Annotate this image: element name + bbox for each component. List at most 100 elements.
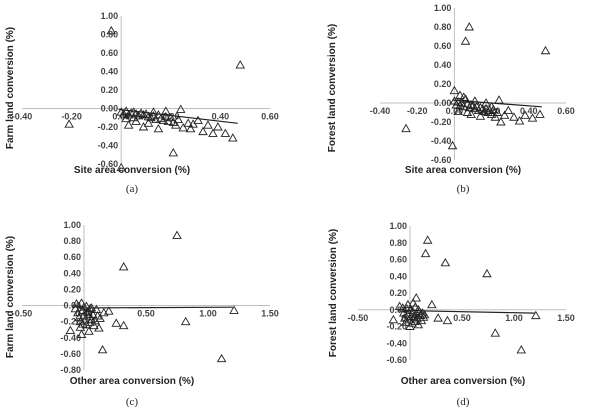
data-point xyxy=(220,128,231,137)
data-point xyxy=(116,162,126,172)
data-point xyxy=(76,329,87,339)
data-point xyxy=(138,110,149,119)
y-tick-label: 0.20 xyxy=(101,85,119,95)
x-tick-label: 0.00 xyxy=(112,112,130,122)
data-point xyxy=(413,304,424,314)
data-point xyxy=(185,123,196,133)
y-tick-label: -0.60 xyxy=(98,159,119,169)
y-axis-title: Forest land conversion (%) xyxy=(328,229,339,357)
data-point xyxy=(77,319,88,328)
x-tick-label: 0.50 xyxy=(453,313,471,323)
scatter-panel-3: -0.50 0.00 0.50 1.00 1.50 1.00 0.80 0.60 0.40 0.2… xyxy=(5,220,279,408)
data-point xyxy=(148,107,159,116)
data-point xyxy=(118,261,129,271)
data-point xyxy=(235,60,246,69)
data-point xyxy=(482,268,492,278)
data-point xyxy=(410,302,420,311)
y-tick-label: 1.00 xyxy=(101,11,119,21)
data-point xyxy=(166,112,176,122)
data-point xyxy=(490,328,501,337)
y-tick-label: 0.20 xyxy=(63,284,81,294)
trend-line xyxy=(77,306,233,309)
x-tick-label: 0.20 xyxy=(162,112,180,122)
data-point xyxy=(499,110,510,119)
data-point xyxy=(170,120,181,129)
y-tick-label: -0.40 xyxy=(60,333,81,343)
data-point xyxy=(208,128,218,137)
data-point xyxy=(401,123,411,133)
data-point xyxy=(64,119,74,128)
data-point xyxy=(458,92,469,101)
data-point xyxy=(403,299,413,309)
y-tick-label: 0.80 xyxy=(101,30,119,40)
y-tick-label: -0.60 xyxy=(60,349,81,359)
y-tick-label: -0.60 xyxy=(431,155,452,165)
x-tick-label: 0.60 xyxy=(557,106,575,116)
data-point xyxy=(146,112,156,122)
scatter-panel-4: -0.50 0.00 0.50 1.00 1.501.000.800.600.400.2… xyxy=(328,221,575,408)
y-tick-label: -0.40 xyxy=(98,141,119,151)
x-tick-label: 1.00 xyxy=(199,309,217,319)
data-point xyxy=(198,126,208,136)
data-point xyxy=(161,106,171,115)
data-point xyxy=(153,123,164,133)
data-point xyxy=(388,314,399,324)
data-point xyxy=(95,313,105,322)
data-point xyxy=(496,117,506,126)
y-tick-label: 0.40 xyxy=(63,268,81,278)
data-point xyxy=(475,111,486,120)
data-point xyxy=(118,109,129,118)
data-point xyxy=(514,116,525,125)
data-point xyxy=(97,344,108,354)
data-point xyxy=(481,98,491,107)
data-point xyxy=(516,345,527,354)
x-tick-label: 1.00 xyxy=(505,313,523,323)
y-tick-label: 0.00 xyxy=(434,98,452,108)
data-point xyxy=(535,109,545,118)
data-point xyxy=(442,315,453,325)
data-point xyxy=(193,115,203,124)
data-point xyxy=(420,248,431,258)
y-tick-label: 1.00 xyxy=(389,221,407,231)
y-tick-label: 0.60 xyxy=(389,255,407,265)
y-tick-label: 0.80 xyxy=(389,238,407,248)
data-point xyxy=(410,316,420,325)
data-point xyxy=(503,105,514,115)
data-point xyxy=(94,323,104,332)
data-point xyxy=(470,96,480,105)
data-point xyxy=(213,122,223,131)
panel-caption: (c) xyxy=(126,396,139,408)
y-tick-label: -0.40 xyxy=(386,338,407,348)
data-point xyxy=(128,112,139,122)
y-tick-label: 0.20 xyxy=(434,79,452,89)
data-point xyxy=(99,307,109,317)
data-point xyxy=(172,230,182,239)
data-point xyxy=(466,109,476,118)
data-point xyxy=(413,319,424,329)
y-axis-title: Forest land conversion (%) xyxy=(327,24,338,152)
y-axis-title: Farm land conversion (%) xyxy=(5,27,16,149)
y-tick-label: 0.40 xyxy=(389,271,407,281)
x-axis-title: Other area conversion (%) xyxy=(70,376,194,387)
data-point xyxy=(153,110,164,119)
y-tick-label: 0.60 xyxy=(101,48,119,58)
data-point xyxy=(405,321,415,330)
data-point xyxy=(81,319,92,329)
data-point xyxy=(203,120,213,129)
data-point xyxy=(229,305,239,314)
y-tick-label: 0.40 xyxy=(434,60,452,70)
panel-caption: (d) xyxy=(457,396,470,408)
data-point xyxy=(475,102,486,112)
y-tick-label: -0.20 xyxy=(60,317,81,327)
y-tick-label: 1.00 xyxy=(63,220,81,230)
data-point xyxy=(490,112,501,121)
x-tick-label: 0.00 xyxy=(446,106,464,116)
data-point xyxy=(104,306,114,315)
data-point xyxy=(79,302,89,311)
data-point xyxy=(216,353,227,363)
x-tick-label: 0.40 xyxy=(520,106,538,116)
data-point xyxy=(121,113,131,123)
y-tick-label: 0.40 xyxy=(101,67,119,77)
y-axis-title: Farm land conversion (%) xyxy=(5,236,16,358)
